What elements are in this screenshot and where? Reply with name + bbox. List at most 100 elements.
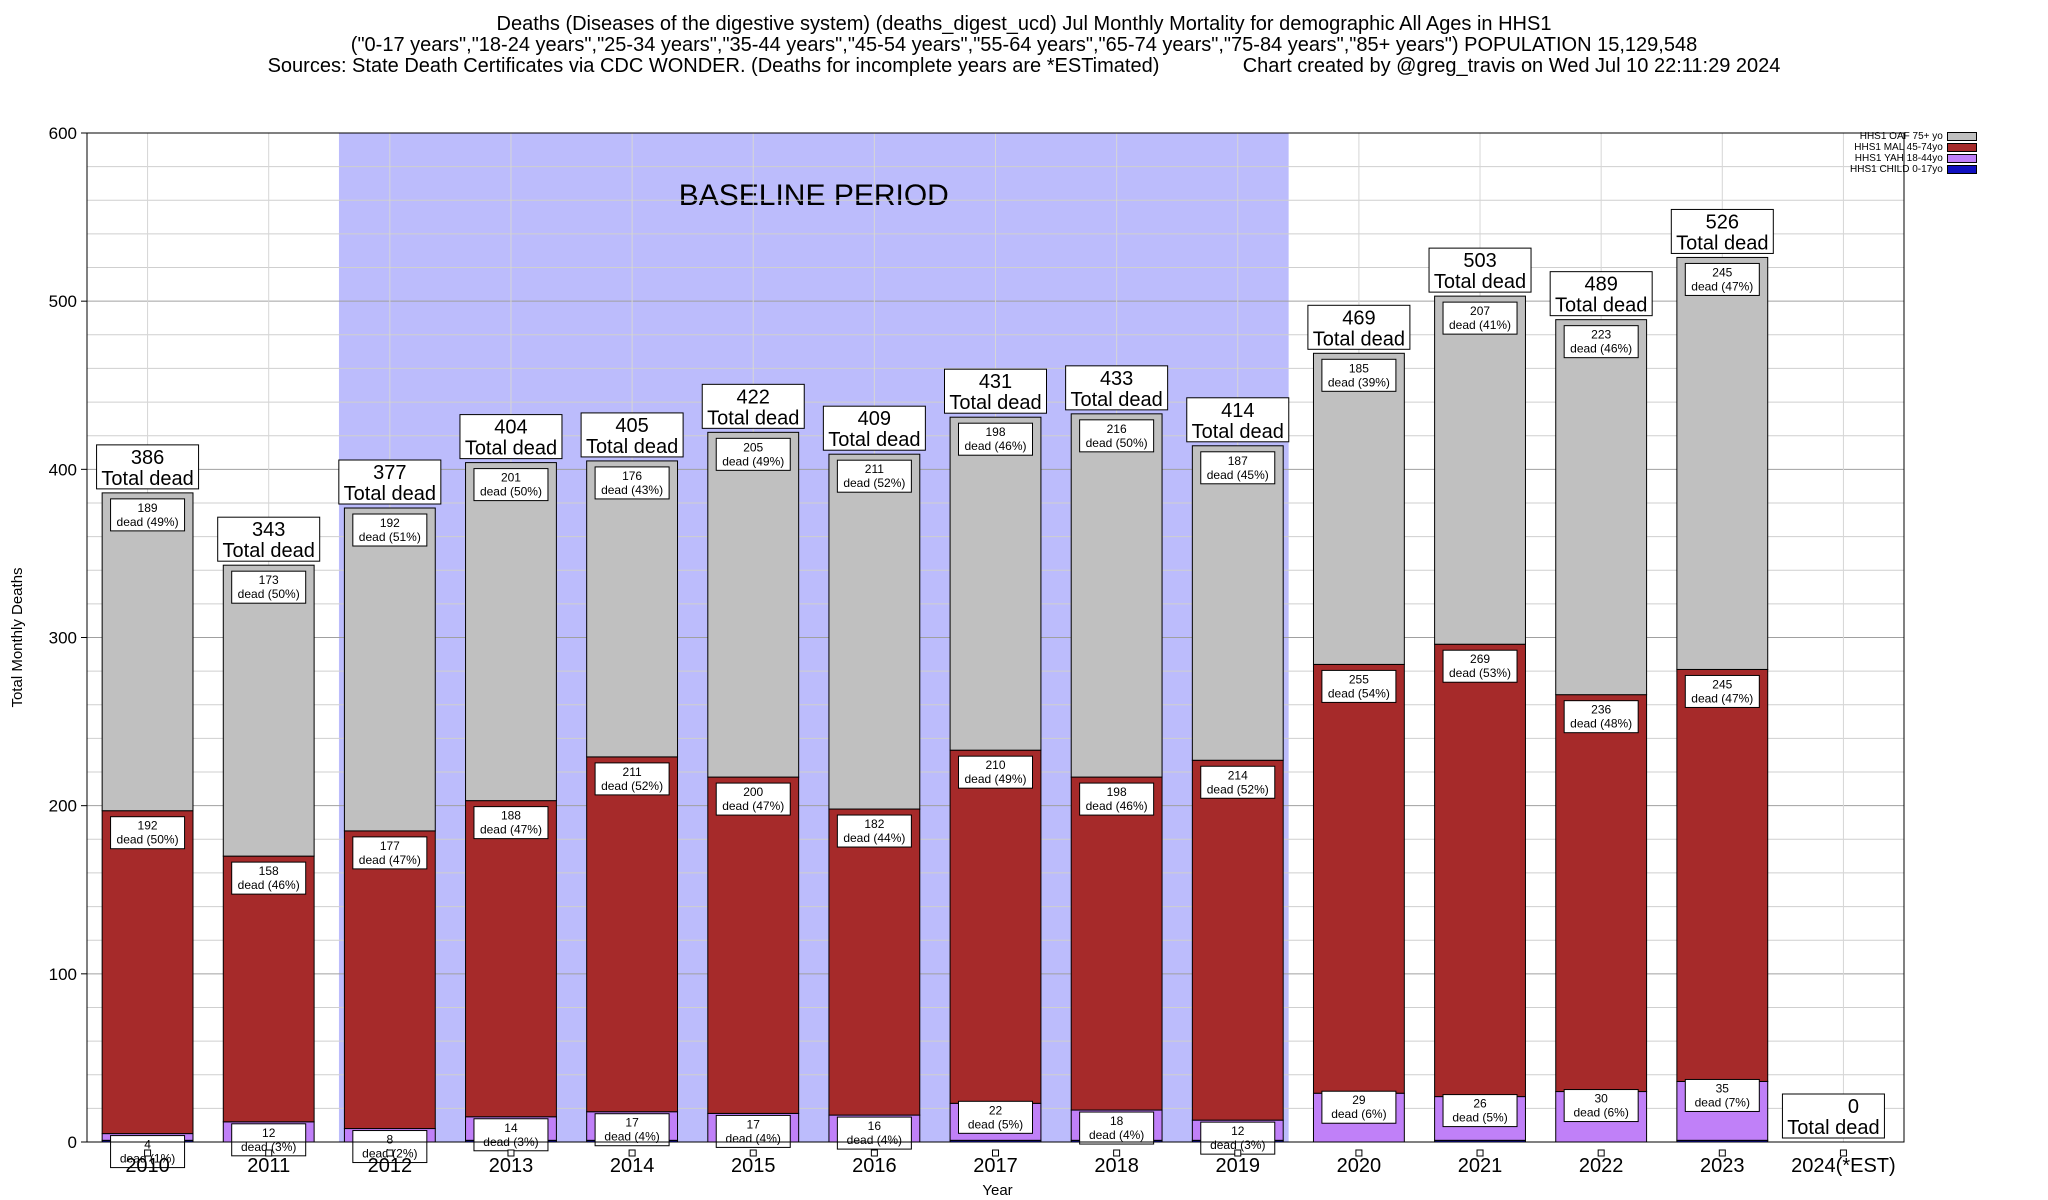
total-label-text: Total dead bbox=[1787, 1117, 1879, 1139]
child-marker bbox=[749, 1149, 757, 1157]
segment-label-value: 12 bbox=[262, 1126, 276, 1140]
segment-label-percent: dead (43%) bbox=[601, 483, 663, 497]
segment-label-box bbox=[836, 1116, 912, 1150]
total-label-box bbox=[459, 414, 563, 460]
segment-label-box bbox=[1200, 765, 1276, 799]
total-label-text: Total dead bbox=[1192, 421, 1284, 443]
segment-label-box bbox=[1321, 669, 1397, 703]
segment-label-box bbox=[1442, 649, 1518, 683]
child-marker bbox=[992, 1149, 999, 1157]
segment-label-value: 201 bbox=[501, 471, 521, 485]
total-label-box bbox=[1186, 397, 1290, 443]
segment-label-box bbox=[352, 1130, 428, 1164]
segment-label-box bbox=[352, 836, 428, 870]
x-tick-label: 2021 bbox=[1458, 1155, 1503, 1177]
segment-label-value: 210 bbox=[985, 758, 1005, 772]
segment-label-value: 269 bbox=[1470, 652, 1490, 666]
total-label-value: 377 bbox=[373, 462, 406, 484]
segment-label-percent: dead (39%) bbox=[1328, 375, 1390, 389]
segment-label-value: 30 bbox=[1594, 1092, 1608, 1106]
segment-label-value: 255 bbox=[1349, 672, 1369, 686]
total-label-text: Total dead bbox=[707, 407, 799, 429]
total-label-text: Total dead bbox=[1676, 232, 1768, 254]
total-label-box bbox=[944, 368, 1047, 414]
bar-segment bbox=[343, 830, 436, 1130]
segment-label-percent: dead (7%) bbox=[1695, 1095, 1750, 1109]
segment-label-value: 214 bbox=[1228, 768, 1248, 782]
segment-label-box bbox=[1200, 1121, 1276, 1155]
segment-label-percent: dead (46%) bbox=[1570, 342, 1632, 356]
segment-label-value: 4 bbox=[144, 1138, 151, 1152]
segment-label-box bbox=[836, 814, 912, 848]
segment-label-percent: dead (5%) bbox=[968, 1117, 1023, 1131]
x-tick-label: 2012 bbox=[368, 1155, 413, 1177]
total-label-text: Total dead bbox=[1434, 271, 1526, 293]
segment-label-percent: dead (50%) bbox=[238, 587, 300, 601]
segment-label-percent: dead (49%) bbox=[117, 515, 179, 529]
segment-label-box bbox=[715, 437, 791, 471]
total-label-text: Total dead bbox=[586, 436, 678, 458]
x-tick-label: 2019 bbox=[1216, 1155, 1261, 1177]
segment-label-box bbox=[473, 1118, 549, 1152]
plot-frame bbox=[86, 132, 1905, 1143]
total-label-box bbox=[580, 412, 684, 458]
bar-segment bbox=[1434, 295, 1526, 645]
segment-label-box bbox=[1684, 262, 1760, 296]
chart-titles: Deaths (Diseases of the digestive system… bbox=[0, 14, 2048, 77]
segment-label-percent: dead (4%) bbox=[1089, 1128, 1144, 1142]
bar-segment bbox=[1191, 445, 1284, 761]
child-marker bbox=[628, 1149, 636, 1157]
segment-label-box bbox=[110, 816, 186, 850]
bar-segment bbox=[1070, 413, 1163, 778]
bar-segment bbox=[1434, 643, 1526, 1098]
chart-sources: Sources: State Death Certificates via CD… bbox=[267, 55, 1160, 77]
segment-label-value: 176 bbox=[622, 469, 642, 483]
bar-segment bbox=[1555, 694, 1648, 1093]
segment-label-value: 205 bbox=[743, 440, 763, 454]
bar-segment bbox=[101, 492, 194, 812]
child-marker bbox=[1113, 1149, 1121, 1157]
x-tick-label: 2022 bbox=[1579, 1155, 1624, 1177]
segment-label-value: 8 bbox=[386, 1133, 393, 1147]
total-label-value: 431 bbox=[979, 371, 1012, 393]
y-axis-label: Total Monthly Deaths bbox=[9, 567, 26, 707]
segment-label-box bbox=[594, 762, 670, 796]
segment-label-box bbox=[594, 1113, 670, 1147]
x-tick-label: 2017 bbox=[973, 1155, 1018, 1177]
segment-label-value: 245 bbox=[1712, 677, 1732, 691]
segment-label-value: 17 bbox=[747, 1117, 761, 1131]
segment-label-box bbox=[352, 513, 428, 547]
baseline-period-label: BASELINE PERIOD bbox=[679, 179, 949, 212]
segment-label-box bbox=[958, 422, 1033, 456]
legend-item-mal: HHS1 MAL 45-74yo bbox=[1850, 142, 1977, 153]
segment-label-value: 185 bbox=[1349, 361, 1369, 375]
segment-label-value: 177 bbox=[380, 839, 400, 853]
segment-label-value: 211 bbox=[865, 462, 884, 476]
bar-segment bbox=[828, 808, 921, 1116]
segment-label-box bbox=[1684, 674, 1760, 708]
segment-label-box bbox=[1563, 700, 1639, 734]
total-label-box bbox=[1428, 247, 1532, 293]
segment-label-value: 192 bbox=[380, 516, 400, 530]
segment-label-box bbox=[594, 466, 670, 500]
segment-label-value: 12 bbox=[1231, 1124, 1245, 1138]
child-marker bbox=[1597, 1149, 1605, 1157]
segment-label-box bbox=[1321, 1090, 1397, 1124]
total-label-value: 422 bbox=[737, 386, 770, 408]
segment-label-value: 35 bbox=[1716, 1081, 1730, 1095]
segment-label-value: 182 bbox=[864, 817, 884, 831]
legend-swatch-child bbox=[1946, 165, 1977, 174]
total-label-value: 503 bbox=[1463, 250, 1496, 272]
total-label-text: Total dead bbox=[949, 392, 1041, 414]
segment-label-percent: dead (47%) bbox=[480, 823, 542, 837]
segment-label-percent: dead (1%) bbox=[120, 1152, 175, 1166]
total-label-text: Total dead bbox=[1313, 328, 1405, 350]
total-label-value: 0 bbox=[1848, 1096, 1859, 1118]
total-label-value: 405 bbox=[615, 415, 648, 437]
segment-label-value: 22 bbox=[989, 1103, 1003, 1117]
y-tick-label: 400 bbox=[49, 460, 77, 479]
chart-sources-line: Sources: State Death Certificates via CD… bbox=[0, 56, 2048, 77]
segment-label-percent: dead (47%) bbox=[1691, 691, 1753, 705]
segment-label-value: 236 bbox=[1591, 703, 1611, 717]
segment-label-box bbox=[958, 755, 1033, 789]
